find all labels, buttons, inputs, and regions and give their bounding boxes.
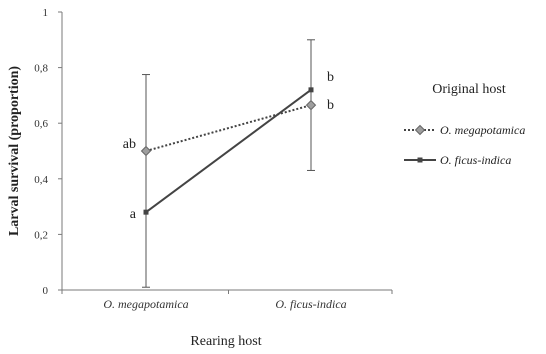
- series-line: [145, 89, 312, 213]
- significance-label: b: [327, 70, 334, 85]
- y-tick-label: 0,4: [34, 174, 48, 186]
- x-category-label: O. megapotamica: [103, 297, 188, 311]
- y-tick-label: 0: [43, 285, 49, 297]
- data-point-marker: [305, 99, 317, 111]
- y-tick-group: 0 0,2 0,4 0,6 0,8 1: [34, 7, 62, 297]
- y-tick-label: 1: [43, 7, 49, 19]
- x-axis-title: Rearing host: [190, 334, 261, 349]
- error-bar-group: [142, 39, 315, 288]
- marker-group: [140, 87, 317, 215]
- significance-label: b: [327, 98, 334, 113]
- legend-marker: [414, 124, 426, 136]
- series-line: [145, 104, 312, 152]
- x-category-label: O. ficus-indica: [275, 297, 346, 311]
- x-category-group: O. megapotamica O. ficus-indica: [61, 290, 393, 311]
- y-tick-label: 0,8: [34, 63, 48, 75]
- y-tick-label: 0,6: [34, 118, 48, 130]
- legend: Original host O. megapotamica O. ficus-in…: [404, 82, 525, 167]
- data-point-marker: [143, 209, 149, 215]
- legend-label: O. ficus-indica: [440, 153, 511, 167]
- legend-marker: [417, 157, 423, 163]
- y-axis-title: Larval survival (proportion): [7, 66, 22, 236]
- y-tick-label: 0,2: [34, 229, 48, 241]
- significance-label: ab: [123, 137, 136, 152]
- legend-title: Original host: [432, 82, 506, 97]
- series-line-group: [145, 89, 312, 213]
- significance-label: a: [130, 207, 137, 222]
- legend-items: O. megapotamica O. ficus-indica: [404, 123, 525, 167]
- data-point-marker: [140, 145, 152, 157]
- data-point-marker: [308, 87, 314, 93]
- legend-label: O. megapotamica: [440, 123, 525, 137]
